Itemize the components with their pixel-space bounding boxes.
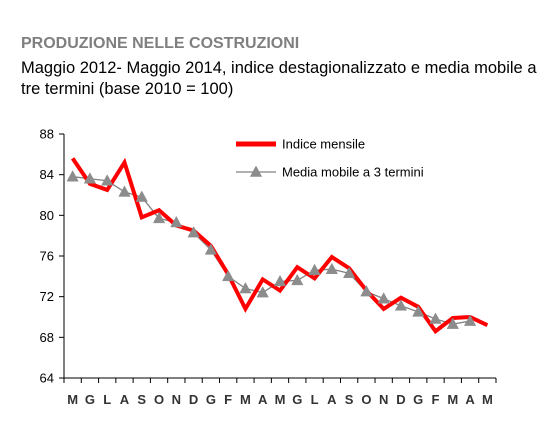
x-tick-label: F — [432, 392, 440, 407]
x-tick-label: N — [172, 392, 181, 407]
marker-media-mobile — [463, 314, 477, 326]
x-tick-label: N — [379, 392, 388, 407]
x-tick-label: O — [154, 392, 164, 407]
y-tick-label: 80 — [40, 208, 54, 223]
legend-label-indice-mensile: Indice mensile — [282, 137, 365, 152]
x-tick-label: M — [67, 392, 78, 407]
x-tick-label: G — [206, 392, 216, 407]
x-tick-label: S — [345, 392, 354, 407]
marker-media-mobile — [256, 286, 269, 298]
x-tick-label: L — [103, 392, 111, 407]
chart-subtitle: Maggio 2012- Maggio 2014, indice destagi… — [21, 59, 537, 98]
marker-media-mobile — [360, 285, 373, 297]
x-tick-label: D — [189, 392, 198, 407]
marker-media-mobile — [222, 269, 235, 282]
marker-media-mobile — [118, 185, 131, 197]
marker-media-mobile — [377, 292, 390, 304]
marker-media-mobile — [239, 282, 252, 294]
marker-media-mobile — [187, 226, 200, 238]
x-tick-label: S — [137, 392, 146, 407]
x-tick-label: L — [311, 392, 319, 407]
marker-media-mobile — [412, 305, 425, 317]
marker-media-mobile — [429, 312, 442, 324]
x-tick-label: M — [240, 392, 251, 407]
y-tick-label: 88 — [40, 127, 54, 142]
marker-media-mobile — [446, 317, 459, 329]
x-tick-label: A — [120, 392, 130, 407]
x-tick-label: A — [465, 392, 475, 407]
y-tick-label: 76 — [40, 249, 54, 264]
y-tick-label: 64 — [40, 371, 54, 386]
marker-media-mobile — [66, 170, 79, 182]
y-tick-label: 72 — [40, 289, 54, 304]
marker-media-mobile — [204, 243, 218, 255]
legend-marker-media-mobile — [249, 165, 263, 177]
marker-media-mobile — [135, 190, 148, 202]
marker-media-mobile — [394, 299, 408, 311]
marker-media-mobile — [83, 172, 97, 184]
x-tick-label: A — [327, 392, 337, 407]
marker-media-mobile — [273, 274, 287, 287]
x-tick-label: M — [482, 392, 493, 407]
marker-media-mobile — [170, 215, 183, 228]
y-tick-label: 84 — [40, 167, 54, 182]
x-tick-label: A — [258, 392, 268, 407]
y-tick-label: 68 — [40, 330, 54, 345]
x-tick-label: G — [85, 392, 95, 407]
x-tick-label: O — [361, 392, 371, 407]
x-tick-label: M — [275, 392, 286, 407]
marker-media-mobile — [101, 174, 114, 186]
marker-media-mobile — [152, 211, 166, 224]
x-tick-label: F — [224, 392, 232, 407]
x-tick-label: G — [292, 392, 302, 407]
marker-media-mobile — [308, 263, 321, 275]
x-tick-label: M — [447, 392, 458, 407]
chart-title: PRODUZIONE NELLE COSTRUZIONI — [21, 35, 300, 52]
marker-media-mobile — [342, 266, 356, 279]
marker-media-mobile — [291, 273, 304, 286]
x-tick-label: G — [413, 392, 423, 407]
marker-media-mobile — [325, 262, 338, 274]
series-line-indice-mensile — [70, 157, 489, 335]
x-tick-label: D — [396, 392, 405, 407]
legend-label-media-mobile: Media mobile a 3 termini — [282, 165, 424, 180]
